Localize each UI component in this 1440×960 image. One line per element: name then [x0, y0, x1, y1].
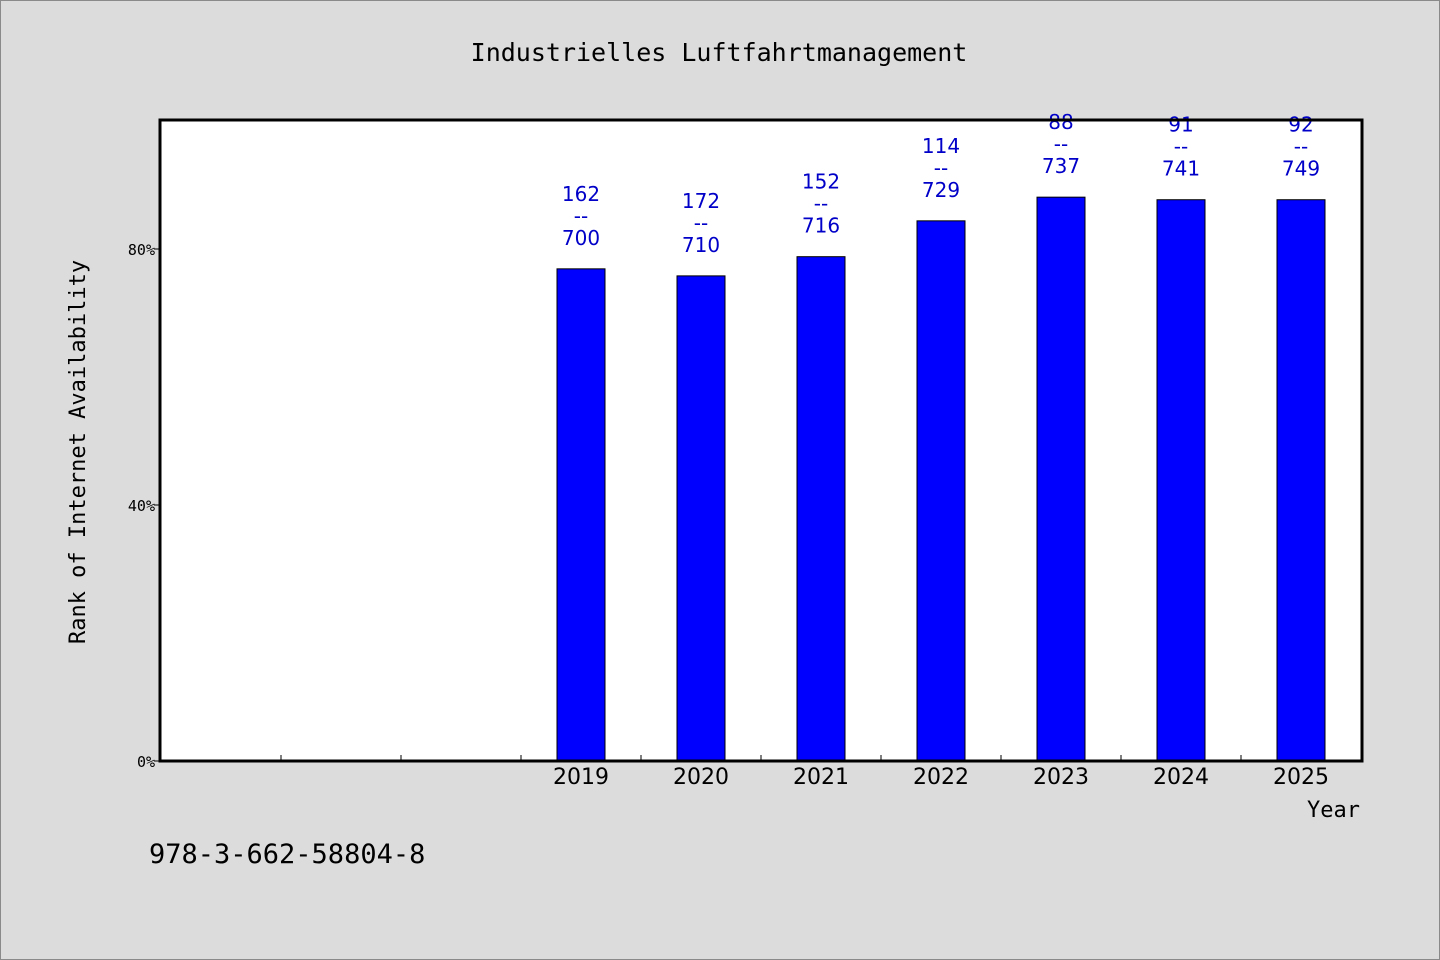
bar-data-label: 91	[1168, 113, 1193, 137]
chart-title: Industrielles Luftfahrtmanagement	[471, 38, 968, 67]
y-tick-label: 80%	[128, 241, 155, 259]
bar-data-label: 172	[682, 189, 720, 213]
bar-data-label: 162	[562, 182, 600, 206]
bar-2023	[1036, 196, 1086, 762]
plot-frame	[158, 118, 1364, 763]
bar-data-label: --	[1174, 135, 1188, 159]
isbn-text: 978-3-662-58804-8	[149, 839, 425, 870]
bars-group	[556, 196, 1326, 762]
bar-2025	[1276, 199, 1326, 762]
x-tick-label: 2019	[553, 765, 609, 790]
x-axis-label: Year	[1307, 798, 1360, 823]
bar-data-label: --	[934, 156, 948, 180]
bar-data-label: 737	[1042, 154, 1080, 178]
bar-data-label: 741	[1162, 157, 1200, 181]
bar-data-label: 92	[1288, 113, 1313, 137]
y-axis: 0% 40% 80%	[128, 241, 161, 771]
y-tick-label: 40%	[128, 497, 155, 515]
x-axis: 2019 2020 2021 2022 2023 2024 2025	[280, 755, 1329, 790]
bar-2024	[1156, 199, 1206, 762]
bar-data-label: --	[694, 211, 708, 235]
bar-data-label: 716	[802, 214, 840, 238]
bar-2021	[796, 256, 846, 762]
bar-labels-group: 162--700172--710152--716114--72988--7379…	[562, 110, 1320, 257]
bar-data-label: 710	[682, 233, 720, 257]
y-tick-label: 0%	[137, 753, 155, 771]
bar-2020	[676, 275, 726, 762]
x-tick-label: 2025	[1273, 765, 1329, 790]
y-axis-label: Rank of Internet Availability	[66, 260, 91, 644]
bar-data-label: --	[1054, 132, 1068, 156]
x-tick-label: 2021	[793, 765, 849, 790]
bar-2019	[556, 268, 606, 762]
bar-data-label: --	[1294, 135, 1308, 159]
bar-data-label: 114	[922, 134, 960, 158]
bar-2022	[916, 220, 966, 762]
x-tick-label: 2024	[1153, 765, 1209, 790]
bar-data-label: --	[574, 204, 588, 228]
bar-data-label: --	[814, 192, 828, 216]
x-tick-label: 2022	[913, 765, 969, 790]
x-tick-label: 2020	[673, 765, 729, 790]
bar-data-label: 88	[1048, 110, 1073, 134]
bar-data-label: 749	[1282, 157, 1320, 181]
bar-data-label: 729	[922, 178, 960, 202]
bar-data-label: 700	[562, 226, 600, 250]
x-tick-label: 2023	[1033, 765, 1089, 790]
bar-data-label: 152	[802, 170, 840, 194]
